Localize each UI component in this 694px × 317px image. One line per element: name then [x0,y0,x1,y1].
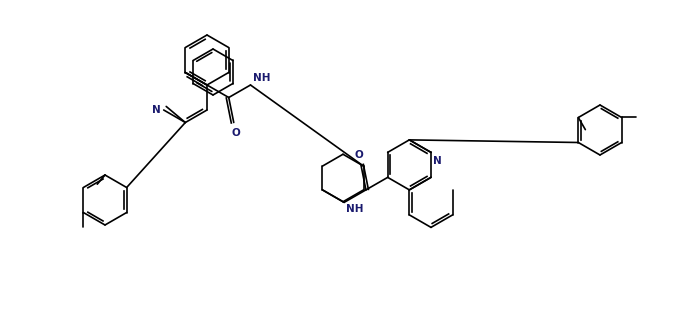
Text: NH: NH [253,73,271,83]
Text: O: O [355,150,363,160]
Text: NH: NH [346,204,364,214]
Text: O: O [231,127,240,138]
Text: N: N [152,105,161,115]
Text: N: N [433,156,442,166]
